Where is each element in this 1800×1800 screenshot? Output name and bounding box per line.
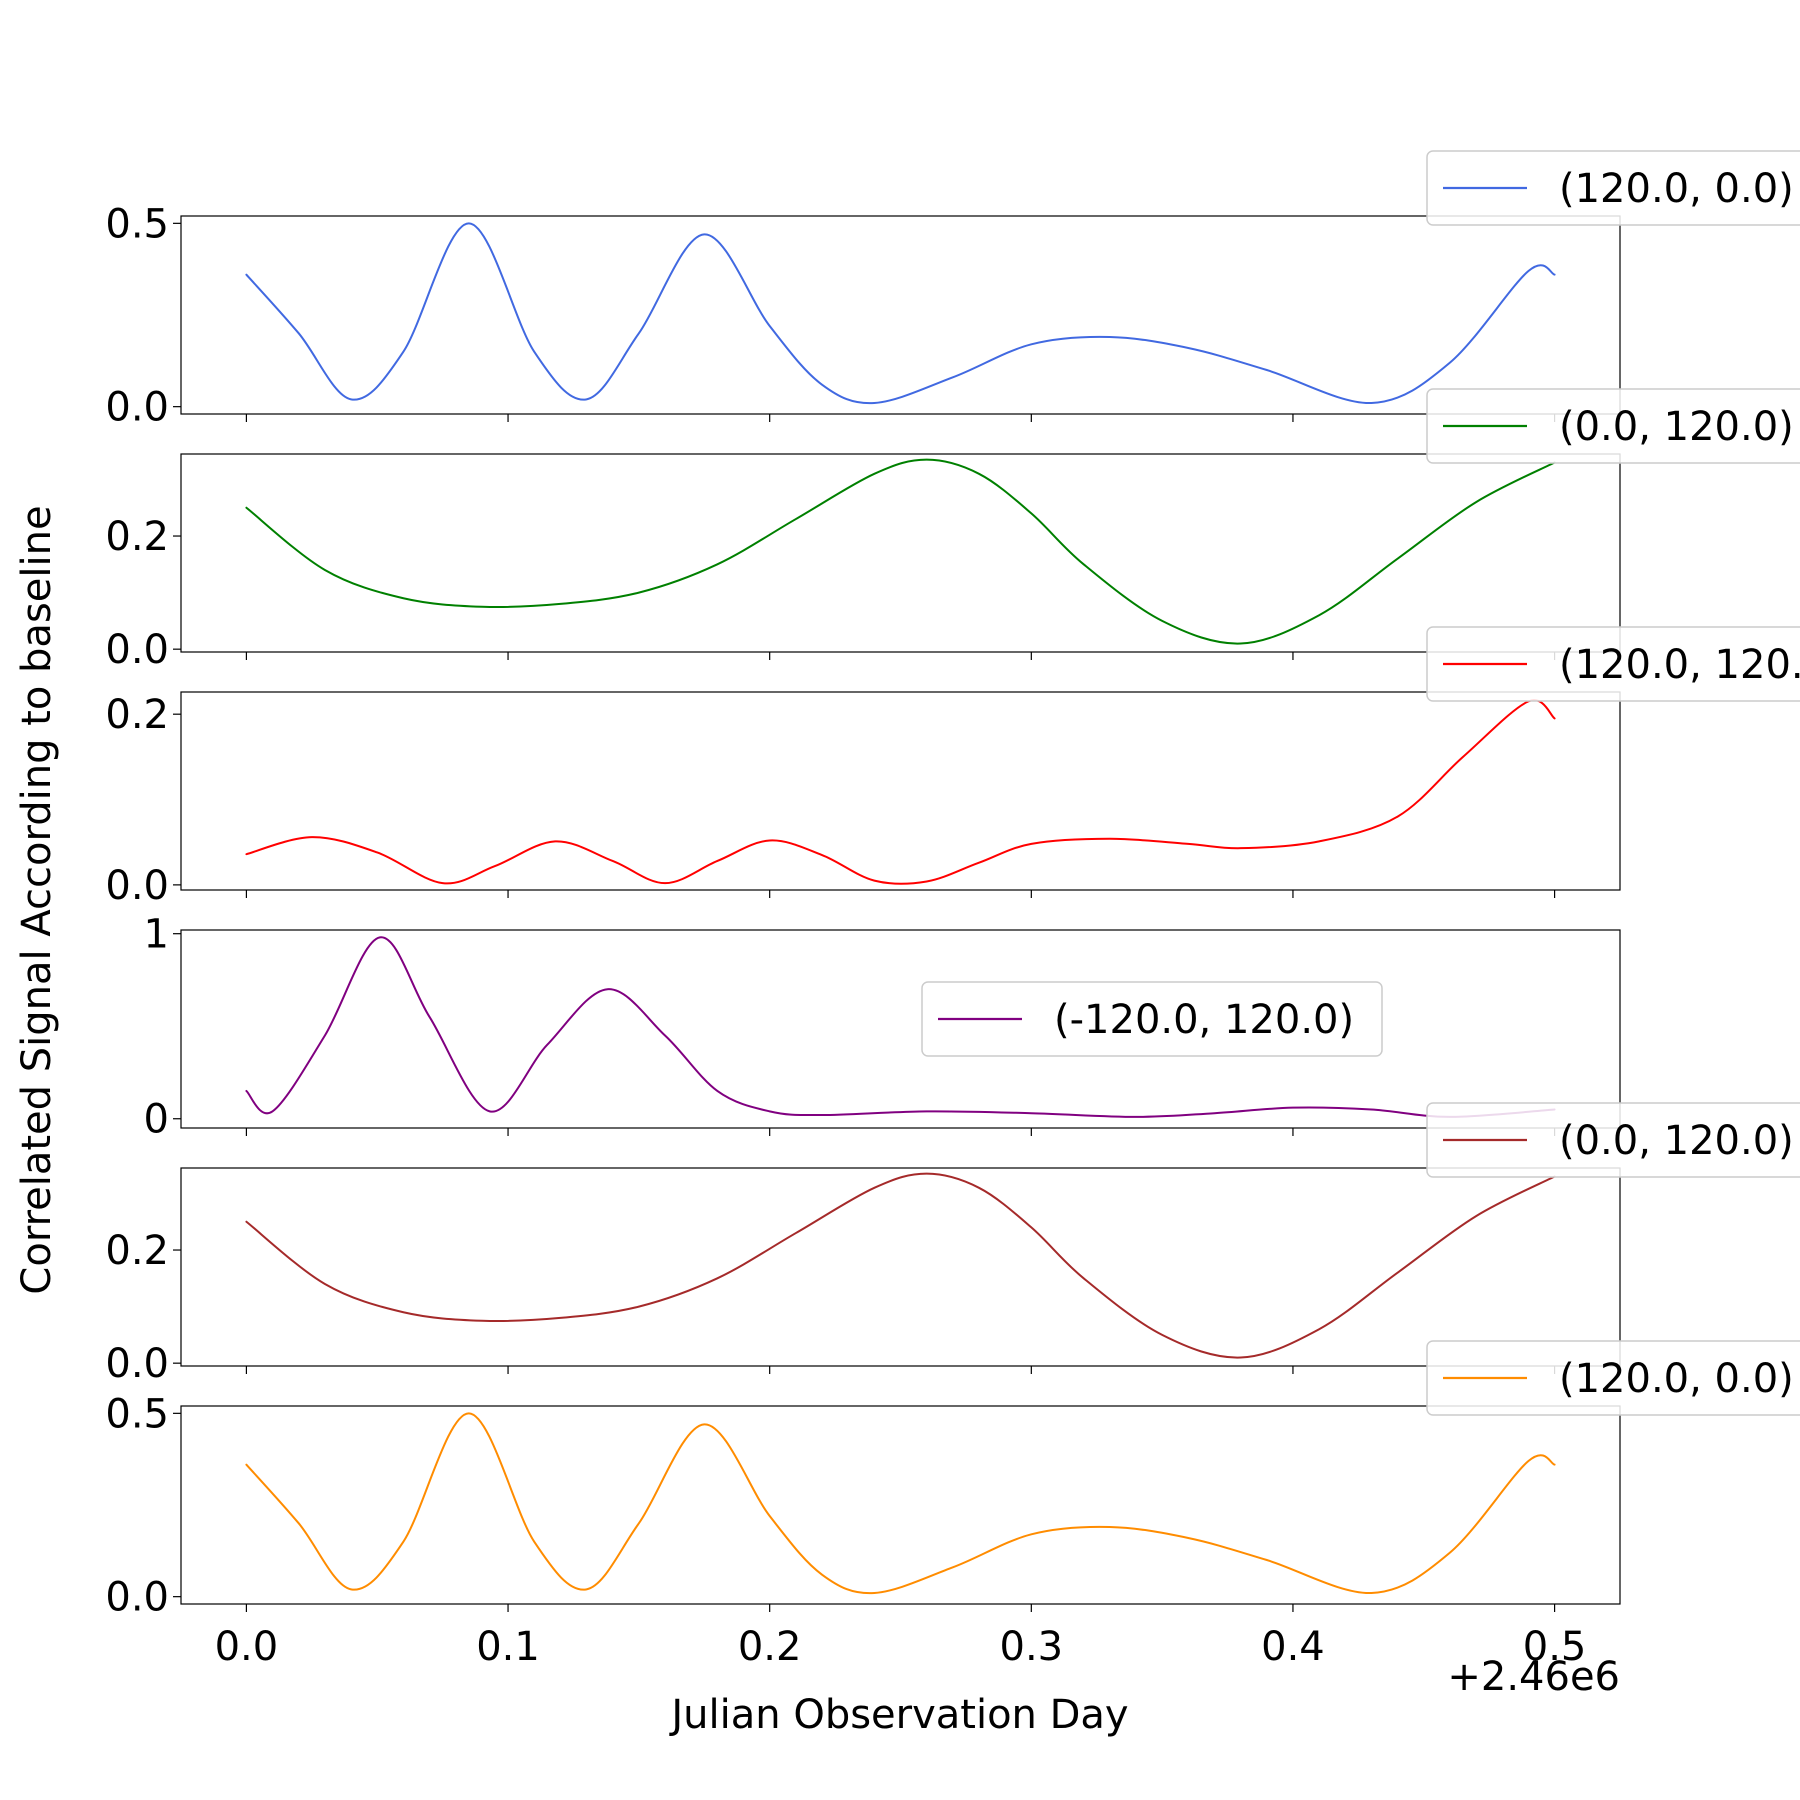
panel-6: 0.0 0.1 0.2 0.3 0.4 0.5 0.0 0.5 bbox=[105, 1391, 1621, 1670]
legend-box bbox=[1426, 150, 1800, 226]
y-tick-label: 0.0 bbox=[105, 863, 169, 909]
axes-frame bbox=[180, 929, 1621, 1129]
panel-3: 0.0 0.2 bbox=[105, 691, 1621, 909]
y-tick-label: 0.2 bbox=[105, 514, 169, 560]
y-tick-label: 0.0 bbox=[105, 385, 169, 431]
axes-frame bbox=[180, 215, 1621, 415]
axes-frame bbox=[180, 453, 1621, 653]
legend-label: (120.0, 0.0) bbox=[1559, 166, 1794, 212]
legends-layer: (120.0, 0.0) (0.0, 120.0) (120.0, 120.0) (-… bbox=[921, 150, 1800, 1416]
legend: (120.0, 0.0) bbox=[1426, 1340, 1800, 1416]
y-tick-label: 0.2 bbox=[105, 692, 169, 738]
legend-box bbox=[921, 981, 1383, 1057]
x-tick-label: 0.3 bbox=[1000, 1624, 1064, 1670]
legend-box bbox=[1426, 388, 1800, 464]
series-line bbox=[245, 936, 1556, 1118]
plot-area bbox=[181, 1406, 1620, 1604]
legend-box bbox=[1426, 1102, 1800, 1178]
series-line bbox=[245, 222, 1556, 405]
y-tick-label: 0.5 bbox=[105, 1391, 169, 1437]
legend-label: (-120.0, 120.0) bbox=[1054, 997, 1354, 1043]
axes-frame bbox=[180, 1405, 1621, 1605]
plot-area bbox=[181, 454, 1620, 652]
legend-label: (0.0, 120.0) bbox=[1559, 1118, 1794, 1164]
series-line bbox=[245, 1412, 1556, 1595]
panel-2: 0.0 0.2 bbox=[105, 453, 1621, 673]
x-tick-label: 0.1 bbox=[476, 1624, 540, 1670]
series-line bbox=[245, 699, 1556, 885]
y-tick-label: 0.2 bbox=[105, 1228, 169, 1274]
x-offset-label: +2.46e6 bbox=[1447, 1654, 1620, 1700]
x-tick-label: 0.2 bbox=[738, 1624, 802, 1670]
y-tick-label: 0.0 bbox=[105, 1575, 169, 1621]
legend: (0.0, 120.0) bbox=[1426, 1102, 1800, 1178]
y-tick-label: 0 bbox=[144, 1097, 169, 1143]
axes-frame bbox=[180, 1167, 1621, 1367]
legend-box bbox=[1426, 626, 1800, 702]
legend-box bbox=[1426, 1340, 1800, 1416]
y-tick-label: 0.0 bbox=[105, 1341, 169, 1387]
y-tick-label: 0.0 bbox=[105, 627, 169, 673]
legend-label: (0.0, 120.0) bbox=[1559, 404, 1794, 450]
x-tick-label: 0.4 bbox=[1261, 1624, 1325, 1670]
y-axis-label: Correlated Signal According to baseline bbox=[14, 505, 60, 1294]
legend-label: (120.0, 0.0) bbox=[1559, 1356, 1794, 1402]
plot-area bbox=[181, 1168, 1620, 1366]
panel-5: 0.0 0.2 bbox=[105, 1167, 1621, 1387]
series-line bbox=[245, 458, 1556, 645]
y-tick-label: 1 bbox=[144, 912, 169, 958]
legend-label: (120.0, 120.0) bbox=[1559, 642, 1800, 688]
plot-area bbox=[181, 930, 1620, 1128]
axes-frame bbox=[180, 691, 1621, 891]
x-axis-label: Julian Observation Day bbox=[668, 1692, 1128, 1738]
legend: (120.0, 0.0) bbox=[1426, 150, 1800, 226]
x-tick-label: 0.0 bbox=[215, 1624, 279, 1670]
legend: (-120.0, 120.0) bbox=[921, 981, 1383, 1057]
panel-4: 01 bbox=[144, 912, 1621, 1143]
legend: (120.0, 120.0) bbox=[1426, 626, 1800, 702]
series-line bbox=[245, 1172, 1556, 1359]
y-tick-label: 0.5 bbox=[105, 201, 169, 247]
plot-area bbox=[181, 216, 1620, 414]
x-tick-label: 0.5 bbox=[1523, 1624, 1587, 1670]
panel-1: 0.0 0.5 bbox=[105, 201, 1621, 431]
legend: (0.0, 120.0) bbox=[1426, 388, 1800, 464]
plot-area bbox=[181, 692, 1620, 890]
